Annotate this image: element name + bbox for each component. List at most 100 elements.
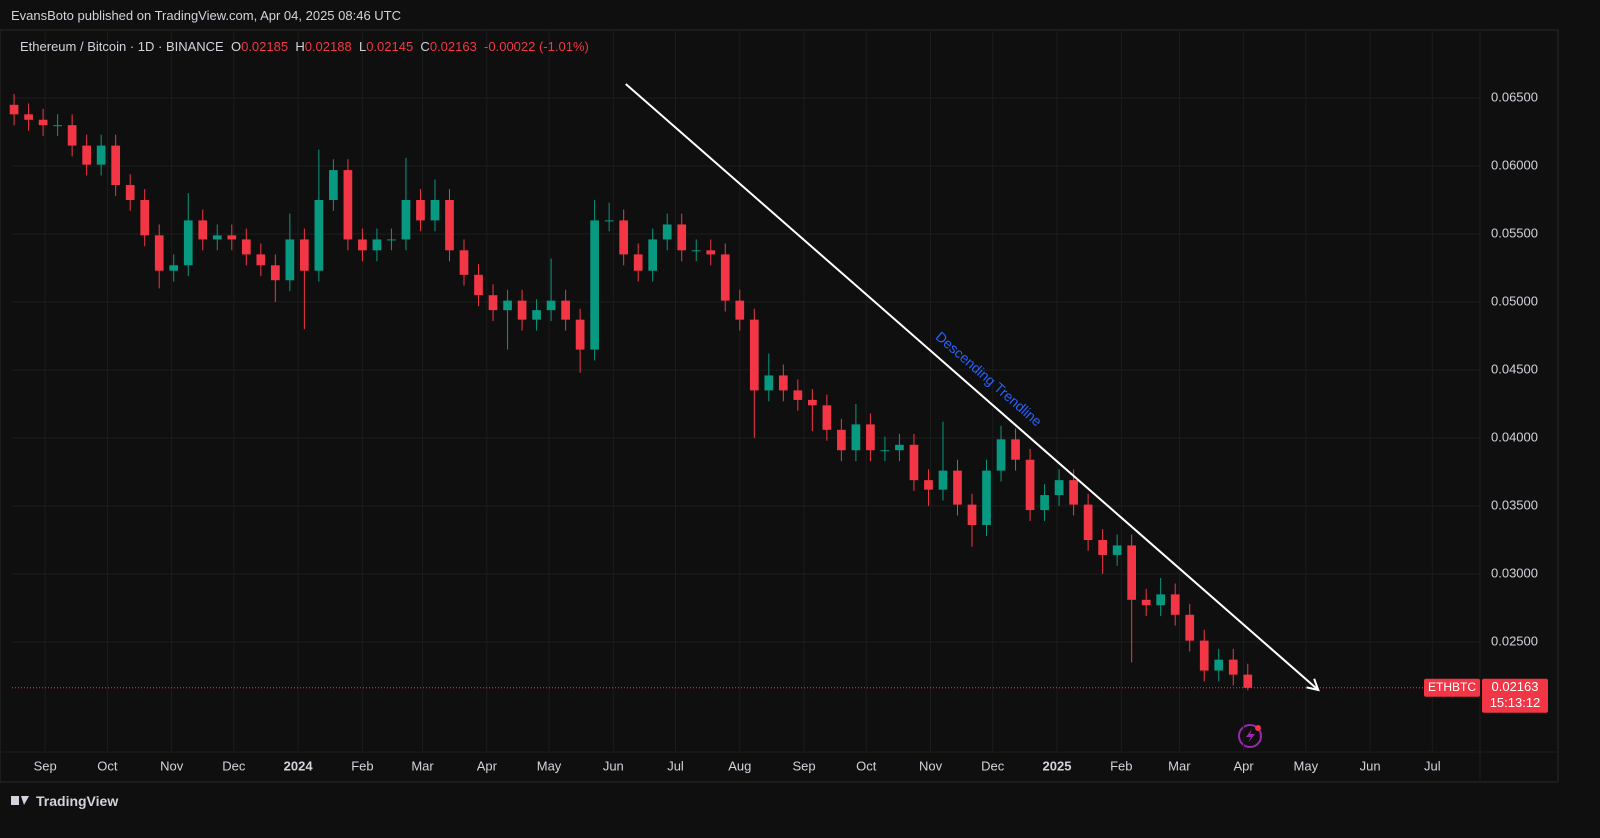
candle-body — [24, 114, 33, 120]
candle-body — [1098, 539, 1107, 555]
x-tick-label: Nov — [160, 758, 184, 773]
candle-body — [735, 300, 745, 320]
candle-body — [300, 239, 309, 271]
candle-body — [590, 220, 599, 350]
legend-value: 0.02163 — [429, 39, 477, 54]
candle-body — [822, 405, 832, 430]
x-tick-label: Jun — [1360, 758, 1381, 773]
candle-body — [96, 145, 106, 165]
candle-body — [604, 220, 614, 222]
candle-body — [575, 319, 585, 350]
price-label: 0.02163 — [1492, 679, 1539, 694]
y-tick-label: 0.04500 — [1491, 361, 1538, 376]
x-tick-label: Oct — [97, 758, 118, 773]
candle-body — [82, 145, 91, 165]
candle-body — [241, 239, 251, 255]
x-tick-label: Mar — [1168, 758, 1191, 773]
candle-body — [1228, 659, 1238, 675]
y-tick-label: 0.05500 — [1491, 225, 1538, 240]
ohlc-legend: Ethereum / Bitcoin · 1D · BINANCE O0.021… — [20, 39, 589, 54]
candle-body — [9, 104, 19, 115]
candle-body — [1170, 594, 1180, 615]
legend-value: 0.02145 — [366, 39, 414, 54]
candle-body — [517, 300, 527, 320]
candle-body — [1083, 504, 1093, 540]
candle-body — [140, 199, 150, 236]
candle-body — [909, 444, 919, 481]
candle-body — [212, 235, 222, 240]
candle-body — [488, 295, 498, 311]
candle-body — [619, 220, 629, 255]
x-tick-label: 2024 — [284, 758, 314, 773]
x-tick-label: Mar — [411, 758, 434, 773]
candle-body — [720, 254, 730, 301]
x-tick-label: Dec — [222, 758, 246, 773]
candle-body — [459, 250, 469, 275]
candle-body — [285, 239, 295, 281]
legend-value: 0.02188 — [304, 39, 352, 54]
x-tick-label: Feb — [1110, 758, 1132, 773]
candle-body — [67, 125, 77, 146]
candle-body — [111, 145, 121, 186]
candle-body — [778, 375, 788, 391]
x-tick-label: Feb — [351, 758, 373, 773]
candle-body — [706, 250, 716, 255]
candle-body — [38, 119, 48, 126]
candle-body — [1069, 480, 1078, 505]
x-tick-label: May — [537, 758, 562, 773]
candle-body — [996, 439, 1006, 471]
candle-body — [648, 239, 658, 271]
x-tick-label: Jul — [1424, 758, 1441, 773]
candle-body — [227, 235, 237, 240]
candle-body — [691, 250, 701, 252]
candle-body — [1112, 545, 1122, 555]
x-tick-label: Sep — [34, 758, 57, 773]
candle-body — [430, 199, 440, 221]
y-tick-label: 0.05000 — [1491, 293, 1538, 308]
candle-body — [924, 480, 933, 490]
candle-body — [1011, 439, 1020, 460]
candle-body — [372, 239, 382, 251]
candle-body — [401, 199, 411, 240]
candle-body — [503, 300, 512, 311]
x-tick-label: Dec — [981, 758, 1005, 773]
footer-logo — [11, 724, 1262, 805]
candle-body — [982, 470, 991, 526]
candle-body — [1025, 459, 1035, 511]
candle-body — [561, 300, 570, 320]
candle-body — [1040, 495, 1049, 511]
price-badge — [1482, 678, 1548, 713]
chart-frame — [0, 29, 1559, 783]
candle-body — [662, 224, 672, 240]
candle-body — [1054, 480, 1064, 496]
candle-body — [633, 254, 643, 271]
candle-body — [793, 390, 803, 400]
candle-body — [1185, 614, 1195, 641]
candle-body — [256, 254, 266, 266]
y-tick-label: 0.03500 — [1491, 497, 1538, 512]
y-tick-label: 0.06500 — [1491, 89, 1538, 104]
legend-label: H — [295, 39, 305, 54]
countdown-label: 15:13:12 — [1490, 695, 1541, 710]
symbol-badge — [1424, 678, 1480, 697]
candle-body — [807, 399, 817, 406]
legend-label: O — [230, 39, 242, 54]
candle-body — [53, 125, 62, 127]
y-tick-label: 0.02500 — [1491, 633, 1538, 648]
candle-body — [938, 470, 948, 490]
candle-body — [270, 265, 280, 281]
candle-body — [343, 170, 353, 240]
legend-change: -0.00022 (-1.01%) — [484, 39, 589, 54]
legend-label: L — [358, 39, 367, 54]
candle-body — [532, 310, 541, 320]
candle-body — [1214, 659, 1224, 671]
candle-body — [866, 424, 875, 451]
trendline — [625, 83, 1319, 691]
candle-body — [749, 319, 759, 391]
candle-body — [1199, 640, 1209, 671]
candle-body — [329, 170, 338, 200]
candle-body — [474, 274, 483, 296]
candle-body — [967, 504, 977, 526]
candle-body — [546, 300, 556, 311]
